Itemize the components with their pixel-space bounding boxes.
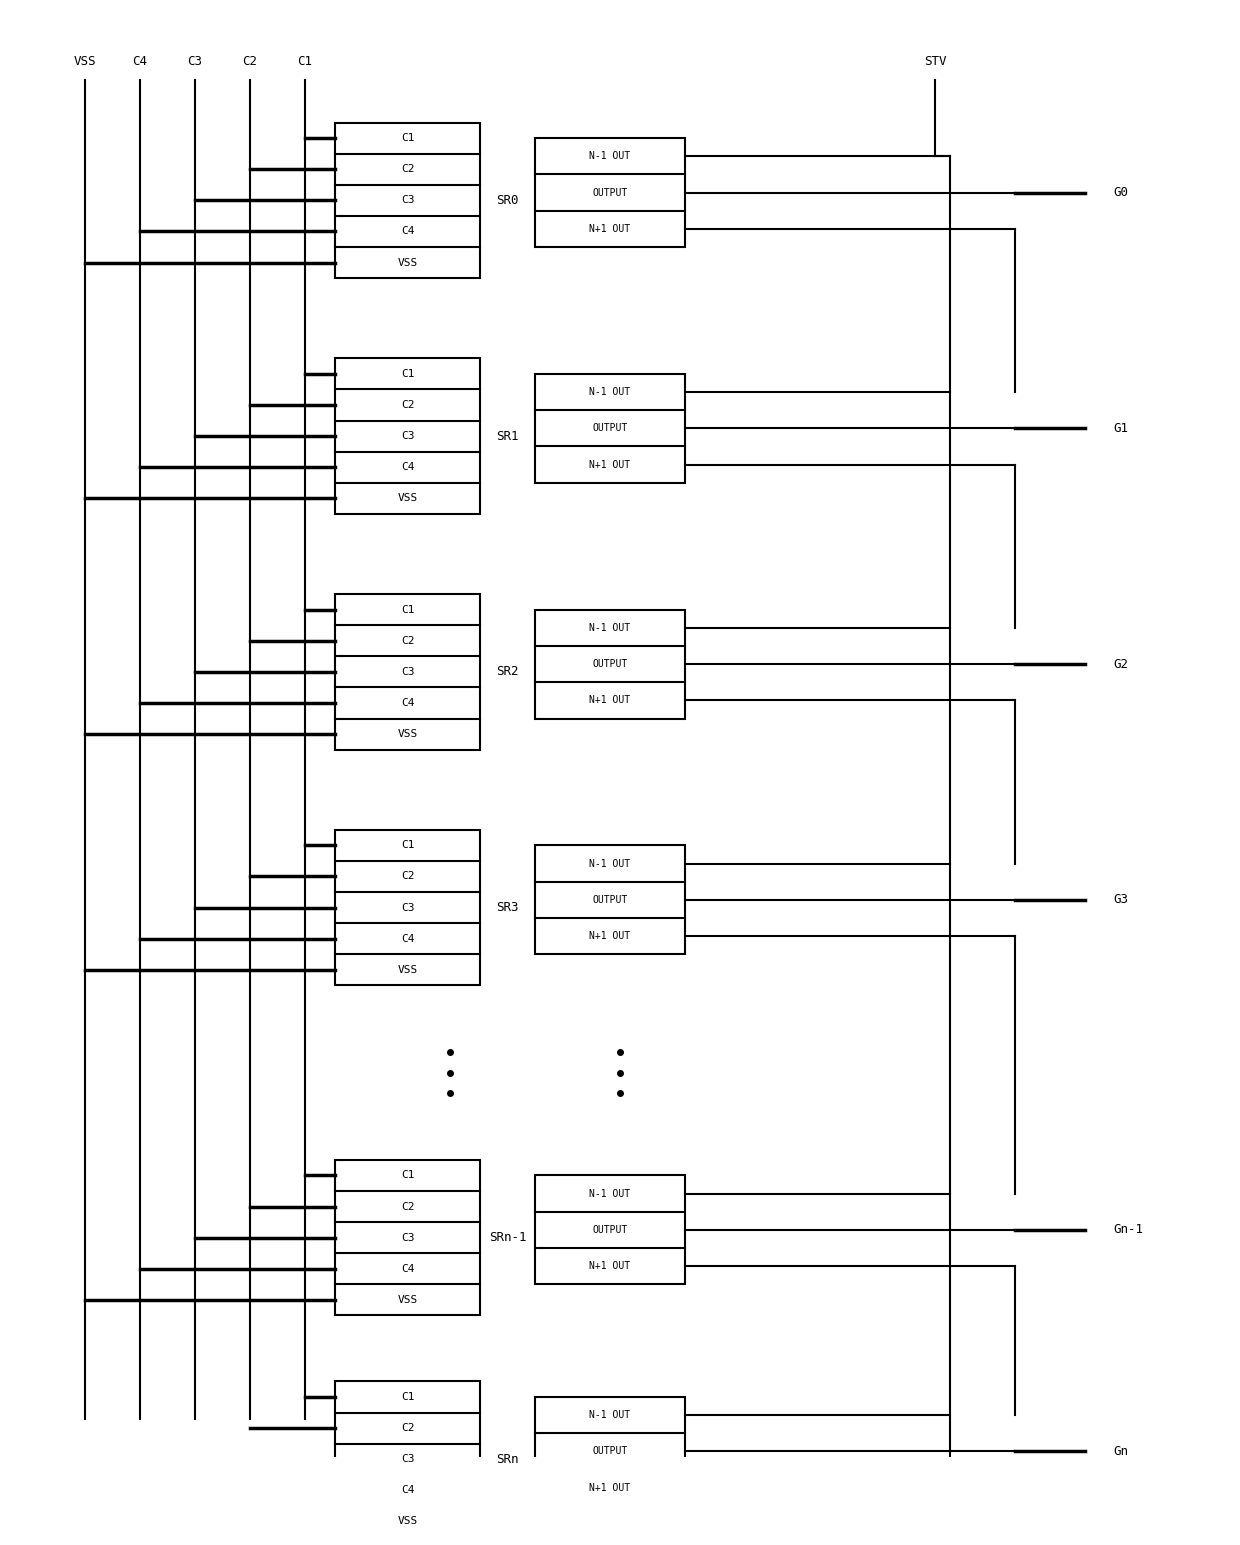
Text: C2: C2 xyxy=(401,871,414,882)
Bar xyxy=(534,374,684,482)
Text: OUTPUT: OUTPUT xyxy=(593,187,627,198)
Text: N-1 OUT: N-1 OUT xyxy=(589,1188,631,1199)
Text: C1: C1 xyxy=(401,840,414,850)
Text: G2: G2 xyxy=(1114,658,1128,671)
Text: C1: C1 xyxy=(401,604,414,615)
Text: SR3: SR3 xyxy=(496,901,518,915)
Text: C4: C4 xyxy=(401,462,414,473)
Text: VSS: VSS xyxy=(397,493,418,504)
Text: C3: C3 xyxy=(401,667,414,677)
Text: VSS: VSS xyxy=(397,964,418,975)
Text: OUTPUT: OUTPUT xyxy=(593,660,627,669)
Text: N-1 OUT: N-1 OUT xyxy=(589,859,631,868)
Text: C4: C4 xyxy=(401,1264,414,1273)
Text: N-1 OUT: N-1 OUT xyxy=(589,623,631,633)
Text: C4: C4 xyxy=(401,698,414,708)
Text: C3: C3 xyxy=(401,902,414,913)
Text: C1: C1 xyxy=(401,1392,414,1401)
Text: G0: G0 xyxy=(1114,185,1128,199)
Text: SR2: SR2 xyxy=(496,666,518,678)
Bar xyxy=(335,1381,480,1537)
Bar xyxy=(534,138,684,247)
Text: N-1 OUT: N-1 OUT xyxy=(589,388,631,397)
Text: OUTPUT: OUTPUT xyxy=(593,895,627,905)
Text: OUTPUT: OUTPUT xyxy=(593,423,627,433)
Bar xyxy=(335,595,480,749)
Text: G3: G3 xyxy=(1114,893,1128,907)
Bar xyxy=(335,1160,480,1315)
Text: N-1 OUT: N-1 OUT xyxy=(589,151,631,161)
Text: N+1 OUT: N+1 OUT xyxy=(589,224,631,233)
Bar xyxy=(335,358,480,514)
Text: Gn: Gn xyxy=(1114,1445,1128,1458)
Text: C3: C3 xyxy=(187,54,202,68)
Text: C3: C3 xyxy=(401,431,414,442)
Bar xyxy=(534,1176,684,1284)
Text: C2: C2 xyxy=(401,635,414,646)
Text: C3: C3 xyxy=(401,1454,414,1465)
Text: STV: STV xyxy=(924,54,946,68)
Text: N-1 OUT: N-1 OUT xyxy=(589,1411,631,1420)
Text: C1: C1 xyxy=(401,133,414,144)
Text: VSS: VSS xyxy=(397,1295,418,1306)
Text: SR1: SR1 xyxy=(496,430,518,442)
Text: C4: C4 xyxy=(401,933,414,944)
Text: C2: C2 xyxy=(401,1202,414,1211)
Text: C2: C2 xyxy=(401,1423,414,1434)
Bar xyxy=(534,845,684,955)
Text: C1: C1 xyxy=(401,1171,414,1180)
Text: VSS: VSS xyxy=(73,54,97,68)
Bar xyxy=(335,830,480,986)
Text: C4: C4 xyxy=(401,1485,414,1496)
Text: SR0: SR0 xyxy=(496,193,518,207)
Text: VSS: VSS xyxy=(397,1517,418,1526)
Text: SRn-1: SRn-1 xyxy=(489,1231,526,1244)
Text: VSS: VSS xyxy=(397,729,418,739)
Text: C1: C1 xyxy=(401,369,414,379)
Text: C4: C4 xyxy=(401,227,414,236)
Text: N+1 OUT: N+1 OUT xyxy=(589,1483,631,1492)
Text: OUTPUT: OUTPUT xyxy=(593,1225,627,1234)
Text: SRn: SRn xyxy=(496,1452,518,1466)
Bar xyxy=(534,610,684,718)
Text: VSS: VSS xyxy=(397,258,418,267)
Text: OUTPUT: OUTPUT xyxy=(593,1446,627,1457)
Text: C1: C1 xyxy=(298,54,312,68)
Text: Gn-1: Gn-1 xyxy=(1114,1224,1143,1236)
Text: G1: G1 xyxy=(1114,422,1128,434)
Text: N+1 OUT: N+1 OUT xyxy=(589,932,631,941)
Bar xyxy=(534,1397,684,1506)
Text: N+1 OUT: N+1 OUT xyxy=(589,695,631,706)
Text: C4: C4 xyxy=(133,54,148,68)
Text: C3: C3 xyxy=(401,195,414,205)
Text: N+1 OUT: N+1 OUT xyxy=(589,1261,631,1272)
Text: C3: C3 xyxy=(401,1233,414,1242)
Text: N+1 OUT: N+1 OUT xyxy=(589,460,631,470)
Text: C2: C2 xyxy=(401,400,414,409)
Text: C2: C2 xyxy=(243,54,258,68)
Text: C2: C2 xyxy=(401,164,414,175)
Bar xyxy=(335,122,480,278)
